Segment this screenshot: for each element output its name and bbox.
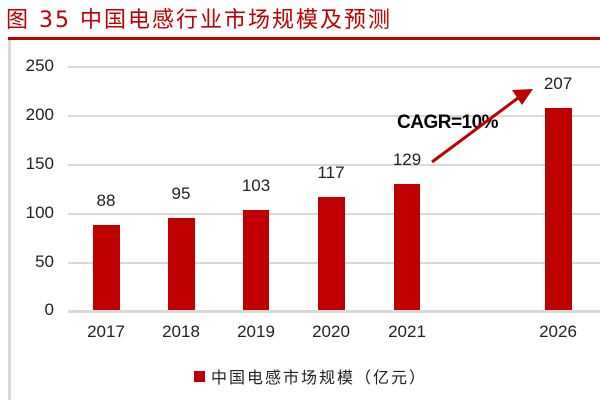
- value-label-2026: 207: [543, 74, 573, 93]
- gridline-150: [68, 164, 600, 166]
- value-label-2021: 129: [392, 150, 422, 169]
- bar-2017: [93, 225, 120, 311]
- value-label-2020: 117: [317, 163, 345, 182]
- x-label-2017: 2017: [87, 322, 125, 341]
- bar-2021: [394, 184, 420, 311]
- value-label-2018: 95: [171, 184, 191, 203]
- x-axis-line: [68, 310, 600, 313]
- y-tick-250: 250: [25, 56, 54, 75]
- gridline-200: [68, 115, 600, 117]
- gridline-250: [68, 66, 600, 68]
- y-tick-50: 50: [35, 252, 54, 271]
- legend: 中国电感市场规模（亿元）: [194, 364, 427, 388]
- title-divider: [8, 37, 600, 40]
- bar-2026: [545, 108, 572, 311]
- value-label-2017: 88: [96, 191, 116, 210]
- bar-2020: [318, 197, 345, 311]
- x-label-2021: 2021: [388, 322, 426, 341]
- x-label-2019: 2019: [237, 322, 275, 341]
- legend-label: 中国电感市场规模（亿元）: [211, 368, 428, 387]
- figure-title: 图 35 中国电感行业市场规模及预测: [6, 8, 392, 33]
- y-tick-200: 200: [25, 105, 54, 124]
- x-label-2020: 2020: [312, 322, 350, 341]
- bar-2018: [168, 218, 195, 311]
- cagr-annotation: CAGR=10%: [397, 112, 499, 133]
- x-label-2018: 2018: [162, 322, 200, 341]
- x-label-2026: 2026: [539, 322, 577, 341]
- value-label-2019: 103: [241, 176, 271, 195]
- bar-2019: [243, 210, 269, 311]
- y-tick-150: 150: [25, 154, 54, 173]
- y-tick-100: 100: [25, 203, 54, 222]
- chart-left-border: [8, 40, 11, 400]
- legend-swatch-icon: [194, 370, 205, 382]
- y-tick-0: 0: [44, 300, 54, 319]
